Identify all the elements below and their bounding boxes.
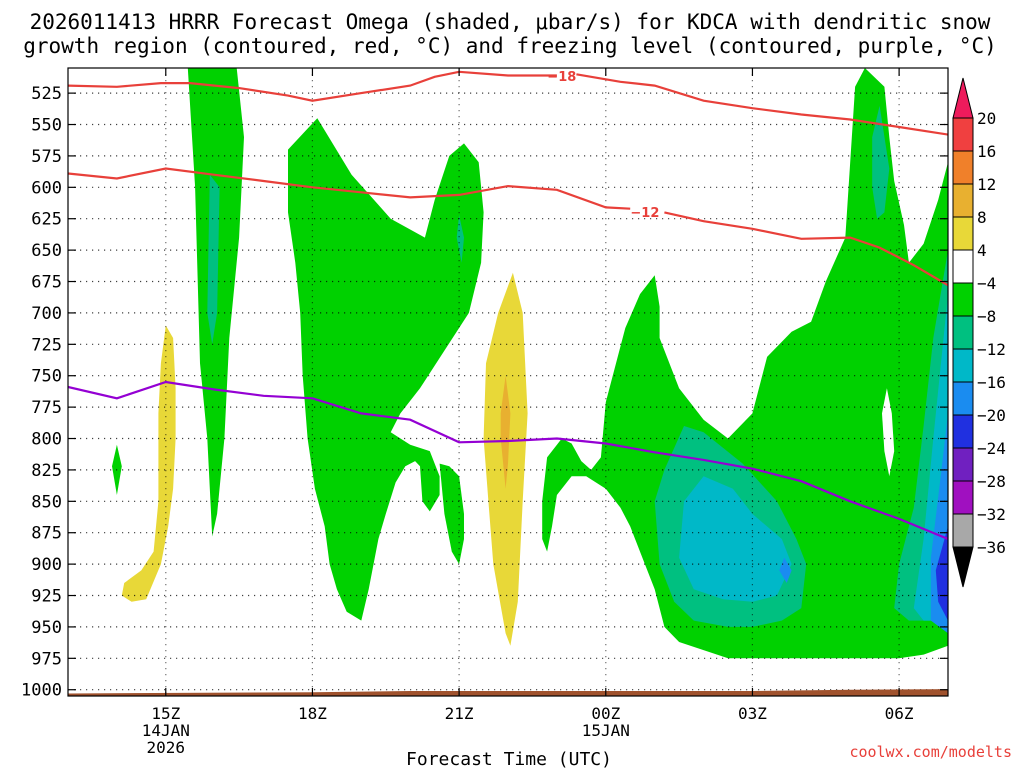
omega-region-1 — [207, 174, 220, 345]
omega-region-10 — [776, 438, 792, 483]
colorbar-label-10: −24 — [977, 439, 1006, 458]
ytick-label-1000: 1000 — [21, 681, 62, 701]
omega-region-19 — [882, 388, 895, 477]
colorbar-label-1: 16 — [977, 142, 996, 161]
ytick-label-725: 725 — [31, 335, 62, 355]
colorbar-box-0 — [952, 117, 974, 152]
colorbar-label-2: 12 — [977, 175, 996, 194]
colorbar-box-7 — [952, 348, 974, 383]
plot-area — [68, 68, 948, 696]
xtick-label-24-0: 00Z — [591, 704, 620, 723]
contour-isotherm_-12-b — [664, 211, 948, 287]
ytick-label-850: 850 — [31, 492, 62, 512]
colorbar-label-4: 4 — [977, 241, 987, 260]
omega-region-4 — [288, 118, 484, 621]
xtick-label-24-1: 15JAN — [582, 721, 630, 740]
y-axis-pressure: 525 550 575 600 625 650 675 700 725 750 775 800 825 8… — [21, 84, 948, 701]
xtick-label-21-0: 21Z — [445, 704, 474, 723]
colorbar-box-11 — [952, 480, 974, 515]
ytick-label-775: 775 — [31, 398, 62, 418]
colorbar-label-3: 8 — [977, 208, 987, 227]
omega-region-5 — [439, 463, 464, 565]
ytick-label-525: 525 — [31, 84, 62, 104]
colorbar: 20 16 12 8 4 −4 −8 −12 −16 −20 −24 −28 −32 −36 — [952, 77, 1006, 588]
xtick-label-15-0: 15Z — [151, 704, 180, 723]
omega-region-9 — [542, 68, 948, 659]
omega-region-6 — [456, 215, 464, 263]
xtick-label-15-2: 2026 — [147, 738, 186, 757]
colorbar-label-0: 20 — [977, 109, 996, 128]
omega-region-18 — [935, 526, 948, 621]
contour-isotherm_-12 — [68, 167, 631, 210]
omega-region-3 — [121, 325, 176, 602]
colorbar-top-arrow — [952, 77, 974, 119]
plot-frame — [67, 67, 949, 697]
ytick-label-575: 575 — [31, 147, 62, 167]
ytick-label-600: 600 — [31, 178, 62, 198]
terrain-fill — [68, 689, 948, 696]
colorbar-box-3 — [952, 216, 974, 251]
colorbar-box-10 — [952, 447, 974, 482]
xtick-label-27-0: 03Z — [738, 704, 767, 723]
colorbar-label-8: −16 — [977, 373, 1006, 392]
colorbar-label-11: −28 — [977, 472, 1006, 491]
ytick-label-900: 900 — [31, 555, 62, 575]
contour-label-isotherm_-18: −18 — [547, 70, 576, 85]
contour-isotherm_-18-b — [576, 73, 948, 136]
ytick-label-675: 675 — [31, 273, 62, 293]
ytick-label-625: 625 — [31, 210, 62, 230]
xtick-label-15-1: 14JAN — [142, 721, 190, 740]
colorbar-box-8 — [952, 381, 974, 416]
colorbar-box-4 — [952, 249, 974, 284]
contour-lines: −18 −12 — [68, 70, 948, 541]
colorbar-label-7: −12 — [977, 340, 1006, 359]
colorbar-box-5 — [952, 282, 974, 317]
ytick-label-550: 550 — [31, 116, 62, 136]
colorbar-box-1 — [952, 150, 974, 185]
xtick-label-30-0: 06Z — [885, 704, 914, 723]
contour-freezing_level — [68, 380, 948, 541]
credit-text: coolwx.com/modelts — [849, 743, 1012, 761]
omega-region-11 — [872, 105, 890, 219]
chart-title-line1: 2026011413 HRRR Forecast Omega (shaded, … — [30, 10, 991, 34]
colorbar-label-13: −36 — [977, 538, 1006, 557]
ytick-label-975: 975 — [31, 649, 62, 669]
ytick-label-800: 800 — [31, 430, 62, 450]
ytick-label-875: 875 — [31, 524, 62, 544]
omega-region-14 — [679, 476, 792, 602]
xtick-label-18-0: 18Z — [298, 704, 327, 723]
colorbar-box-6 — [952, 315, 974, 350]
colorbar-box-9 — [952, 414, 974, 449]
omega-region-8 — [500, 375, 511, 489]
x-axis-label: Forecast Time (UTC) — [406, 749, 612, 768]
colorbar-box-2 — [952, 183, 974, 218]
ytick-label-925: 925 — [31, 587, 62, 607]
colorbar-label-5: −4 — [977, 274, 996, 293]
contour-label-isotherm_-12: −12 — [630, 206, 659, 221]
colorbar-label-12: −32 — [977, 505, 1006, 524]
colorbar-label-6: −8 — [977, 307, 996, 326]
ytick-label-825: 825 — [31, 461, 62, 481]
ytick-label-750: 750 — [31, 367, 62, 387]
ytick-label-650: 650 — [31, 241, 62, 261]
terrain-ground — [68, 689, 948, 696]
ytick-label-700: 700 — [31, 304, 62, 324]
colorbar-label-9: −20 — [977, 406, 1006, 425]
colorbar-bottom-arrow — [952, 546, 974, 588]
chart-title-line2: growth region (contoured, red, °C) and f… — [23, 34, 997, 58]
ytick-label-950: 950 — [31, 618, 62, 638]
colorbar-box-12 — [952, 513, 974, 548]
